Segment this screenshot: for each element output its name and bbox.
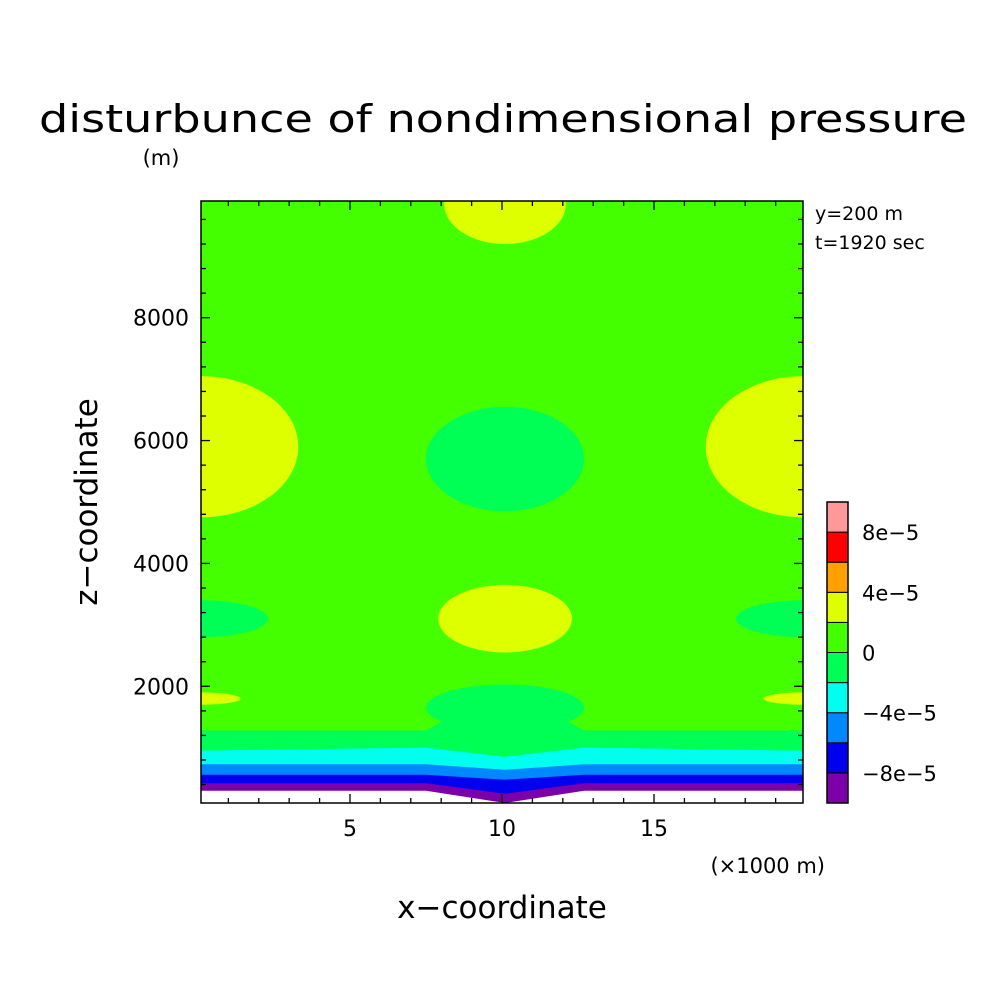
colorbar: −8e−5 −4e−5 0 4e−5 8e−5 [826, 501, 937, 804]
colorbar-swatch-5 [826, 621, 849, 654]
colorbar-swatch-1 [826, 742, 849, 774]
colorbar-swatch-9 [826, 501, 849, 533]
contour-region-0 [444, 201, 566, 244]
colorbar-swatch-7 [826, 561, 849, 593]
x-tick-label: 10 [488, 817, 516, 842]
colorbar-tick-label: −4e−5 [862, 702, 937, 726]
y-tick-label: 4000 [133, 552, 189, 577]
y-axis-label: z−coordinate [69, 398, 105, 606]
contour-region-6 [736, 600, 803, 638]
colorbar-swatch-6 [826, 591, 849, 623]
contour-layer-overlay-5 [201, 790, 803, 803]
contour-region-8 [763, 692, 803, 705]
contour-plot-area [201, 201, 803, 803]
y-tick-label: 6000 [133, 430, 189, 455]
annotation-t: t=1920 sec [815, 232, 925, 254]
x-tick-label: 15 [640, 817, 668, 842]
chart-title: disturbunce of nondimensional pressure [39, 97, 967, 141]
y-tick-label: 2000 [133, 675, 189, 700]
colorbar-swatch-0 [826, 772, 849, 804]
contour-region-3 [425, 406, 585, 512]
contour-region-4 [438, 584, 572, 653]
x-tick-label: 5 [343, 817, 357, 842]
colorbar-tick-label: 0 [862, 642, 875, 666]
x-axis-label: x−coordinate [397, 890, 607, 926]
y-tick-label: 8000 [133, 307, 189, 332]
contour-region-5 [201, 600, 268, 638]
contour-region-2 [705, 376, 803, 518]
axis-ticks: 5 10 15 2000 4000 6000 8000 [133, 201, 803, 842]
colorbar-tick-label: 4e−5 [862, 581, 919, 605]
colorbar-frame [826, 501, 849, 804]
z-unit-label: (m) [143, 146, 180, 170]
colorbar-tick-label: −8e−5 [862, 762, 937, 786]
contour-bulge-cap [425, 684, 585, 732]
colorbar-swatch-8 [826, 531, 849, 563]
contour-region-7 [201, 692, 241, 705]
colorbar-swatch-2 [826, 712, 849, 744]
annotation-y: y=200 m [815, 203, 903, 225]
x-unit-label: (×1000 m) [710, 854, 825, 878]
colorbar-swatch-4 [826, 652, 849, 684]
colorbar-tick-label: 8e−5 [862, 521, 919, 545]
colorbar-swatch-3 [826, 682, 849, 714]
contour-region-1 [201, 376, 299, 518]
